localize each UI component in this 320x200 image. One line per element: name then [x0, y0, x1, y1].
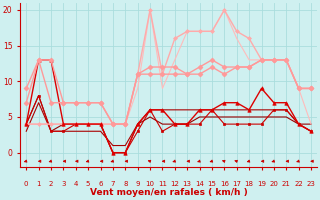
X-axis label: Vent moyen/en rafales ( km/h ): Vent moyen/en rafales ( km/h ) — [90, 188, 247, 197]
